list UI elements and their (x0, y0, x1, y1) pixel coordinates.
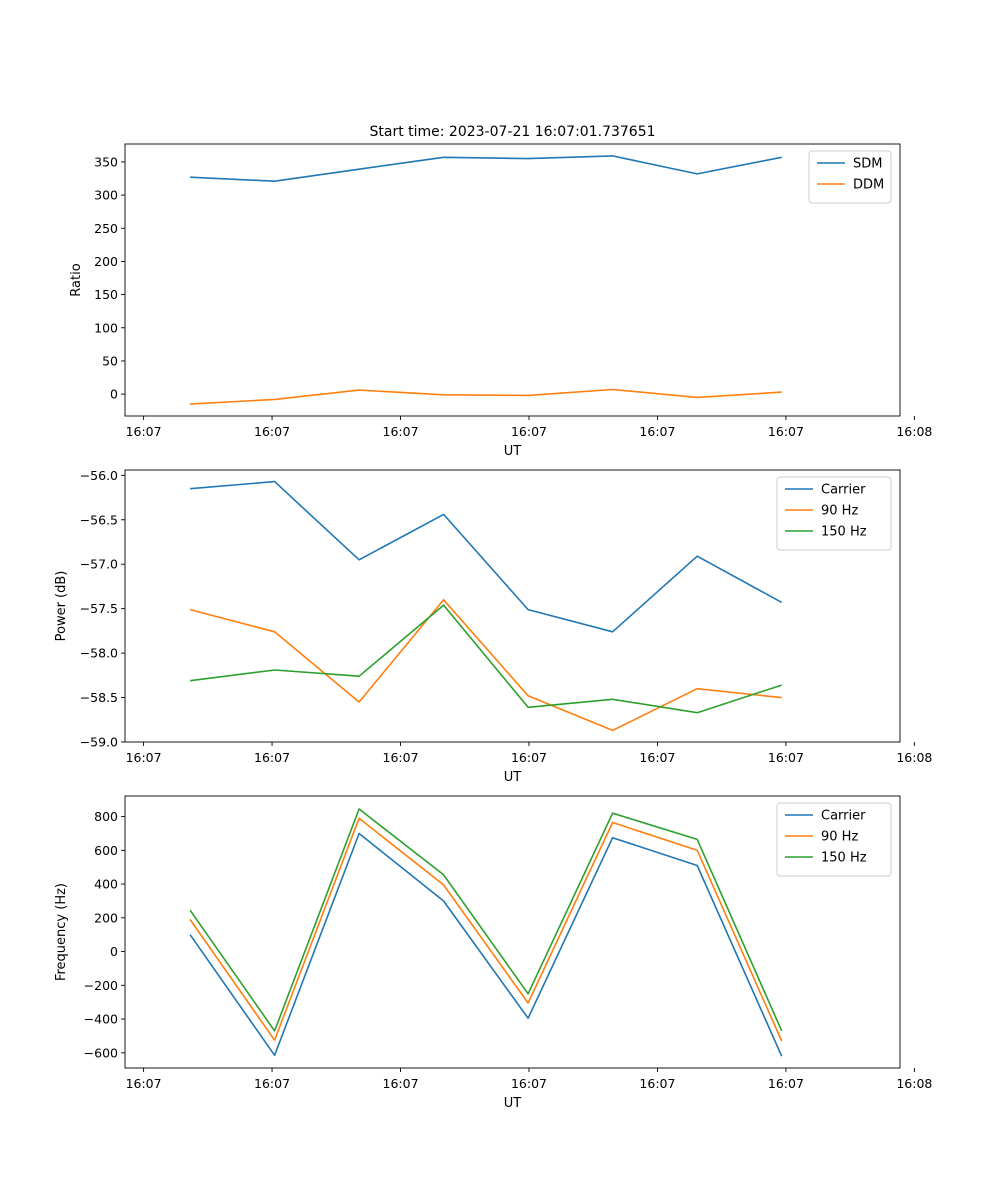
x-tick-label: 16:08 (896, 1076, 932, 1091)
y-tick-label: 600 (94, 843, 118, 858)
legend-label: 90 Hz (821, 830, 858, 845)
series-line-sdm (190, 155, 782, 182)
y-tick-label: 0 (110, 387, 118, 402)
axes-frame (124, 795, 901, 1069)
y-tick-label: −200 (84, 978, 118, 993)
legend-label: Carrier (821, 809, 866, 824)
series-line-carrier (189, 832, 783, 1057)
y-tick-label: 200 (94, 910, 118, 925)
y-tick-label: −59.0 (80, 735, 118, 750)
y-tick-label: 350 (94, 154, 118, 169)
x-axis-label: UT (504, 770, 522, 785)
x-tick-label: 16:07 (126, 424, 162, 439)
figure-title: Start time: 2023-07-21 16:07:01.737651 (369, 124, 655, 140)
panel-2: −59.0 −58.5 −58.0 −57.5 −57.0 −56.5 −56.0 16:07… (54, 468, 932, 785)
panel-1: 0 50 100 150 200 250 300 350 16:07 16:07 16:07 16:0… (69, 143, 932, 459)
y-tick-label: 300 (94, 188, 118, 203)
x-axis-label: UT (504, 1096, 522, 1111)
y-tick-label: 800 (94, 809, 118, 824)
legend-label: 90 Hz (821, 504, 858, 519)
y-tick-label: −57.0 (80, 557, 118, 572)
x-tick-label: 16:07 (639, 1076, 675, 1091)
axes-frame (124, 143, 901, 417)
y-tick-label: −56.0 (80, 468, 118, 483)
legend: Carrier 90 Hz 150 Hz (776, 476, 892, 551)
x-tick-label: 16:07 (768, 424, 804, 439)
series-line-ddm (190, 388, 782, 405)
x-tick-label: 16:07 (383, 1076, 419, 1091)
series-line-150-hz (189, 604, 782, 714)
x-tick-label: 16:08 (896, 750, 932, 765)
y-tick-label: 250 (94, 221, 118, 236)
legend-label: DDM (853, 178, 884, 193)
x-tick-label: 16:07 (768, 750, 804, 765)
x-tick-label: 16:07 (639, 750, 675, 765)
x-axis-label: UT (504, 444, 522, 459)
panel-3: −600 −400 −200 0 200 400 600 800 16:07 16:07 16:07… (54, 795, 932, 1111)
legend-box (808, 150, 892, 204)
x-tick-label: 16:07 (383, 750, 419, 765)
legend-label: SDM (853, 157, 882, 172)
y-axis-label: Ratio (69, 263, 84, 296)
legend-label: 150 Hz (821, 851, 867, 866)
y-tick-label: −56.5 (80, 512, 118, 527)
x-tick-label: 16:07 (383, 424, 419, 439)
x-tick-label: 16:07 (768, 1076, 804, 1091)
y-axis-label: Frequency (Hz) (54, 883, 69, 981)
x-tick-label: 16:07 (254, 1076, 290, 1091)
legend: SDM DDM (808, 150, 892, 204)
series-line-carrier (190, 480, 783, 633)
axes-frame (124, 469, 901, 743)
x-tick-label: 16:07 (254, 750, 290, 765)
y-tick-label: −58.5 (80, 690, 118, 705)
y-axis-label: Power (dB) (54, 571, 69, 642)
series-line-90-hz (189, 599, 782, 732)
y-tick-label: 200 (94, 254, 118, 269)
y-tick-label: −57.5 (80, 601, 118, 616)
legend-label: 150 Hz (821, 525, 867, 540)
y-tick-label: 400 (94, 877, 118, 892)
y-tick-label: 150 (94, 287, 118, 302)
panels: 0 50 100 150 200 250 300 350 16:07 16:07 16:07 16:0… (54, 143, 932, 1111)
x-tick-label: 16:07 (126, 750, 162, 765)
y-tick-label: −600 (84, 1045, 118, 1060)
y-tick-label: 100 (94, 320, 118, 335)
y-tick-label: 50 (102, 353, 118, 368)
series-line-150-hz (189, 808, 783, 1032)
legend-label: Carrier (821, 483, 866, 498)
y-tick-label: 0 (110, 944, 118, 959)
series-line-90-hz (189, 817, 783, 1042)
x-tick-label: 16:07 (254, 424, 290, 439)
x-tick-label: 16:07 (511, 750, 547, 765)
x-tick-label: 16:08 (896, 424, 932, 439)
x-tick-label: 16:07 (511, 424, 547, 439)
y-tick-label: −400 (84, 1012, 118, 1027)
legend: Carrier 90 Hz 150 Hz (776, 802, 892, 877)
x-tick-label: 16:07 (511, 1076, 547, 1091)
y-tick-label: −58.0 (80, 646, 118, 661)
x-tick-label: 16:07 (639, 424, 675, 439)
x-tick-label: 16:07 (126, 1076, 162, 1091)
